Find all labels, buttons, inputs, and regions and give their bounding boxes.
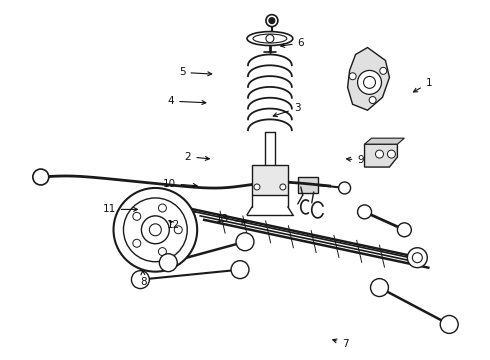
- Circle shape: [358, 205, 371, 219]
- Text: 10: 10: [163, 179, 197, 189]
- Circle shape: [407, 248, 427, 268]
- Text: 5: 5: [179, 67, 212, 77]
- Circle shape: [114, 188, 197, 272]
- Circle shape: [269, 18, 275, 24]
- Circle shape: [159, 254, 177, 272]
- Ellipse shape: [247, 32, 293, 45]
- Ellipse shape: [253, 34, 287, 43]
- Text: 7: 7: [333, 338, 348, 348]
- Circle shape: [349, 73, 356, 80]
- Circle shape: [174, 226, 182, 234]
- Circle shape: [236, 233, 254, 251]
- Circle shape: [131, 271, 149, 289]
- Circle shape: [133, 239, 141, 247]
- Circle shape: [149, 224, 161, 236]
- Text: 1: 1: [414, 78, 432, 92]
- Text: 6: 6: [281, 38, 304, 48]
- Circle shape: [266, 35, 274, 42]
- Text: 12: 12: [167, 220, 180, 230]
- FancyBboxPatch shape: [298, 177, 318, 193]
- Circle shape: [133, 212, 141, 220]
- Circle shape: [380, 67, 387, 74]
- Polygon shape: [252, 165, 288, 195]
- Circle shape: [369, 96, 376, 104]
- Polygon shape: [347, 48, 390, 110]
- Circle shape: [33, 169, 49, 185]
- Circle shape: [142, 216, 169, 244]
- Circle shape: [158, 248, 167, 256]
- Circle shape: [413, 253, 422, 263]
- Text: 13: 13: [216, 215, 246, 224]
- Circle shape: [370, 279, 389, 297]
- Text: 9: 9: [346, 155, 364, 165]
- Circle shape: [339, 182, 350, 194]
- Circle shape: [254, 184, 260, 190]
- Circle shape: [358, 71, 382, 94]
- Circle shape: [231, 261, 249, 279]
- Circle shape: [375, 150, 384, 158]
- Circle shape: [266, 15, 278, 27]
- Circle shape: [397, 223, 412, 237]
- Text: 8: 8: [140, 271, 147, 287]
- Circle shape: [123, 198, 187, 262]
- Circle shape: [280, 184, 286, 190]
- Text: 11: 11: [102, 204, 138, 215]
- Circle shape: [440, 315, 458, 333]
- Circle shape: [364, 76, 375, 88]
- Text: 2: 2: [185, 152, 209, 162]
- Circle shape: [388, 150, 395, 158]
- Circle shape: [158, 204, 167, 212]
- Text: 4: 4: [168, 96, 206, 106]
- Polygon shape: [365, 144, 397, 167]
- Text: 3: 3: [273, 103, 300, 117]
- Polygon shape: [365, 138, 404, 144]
